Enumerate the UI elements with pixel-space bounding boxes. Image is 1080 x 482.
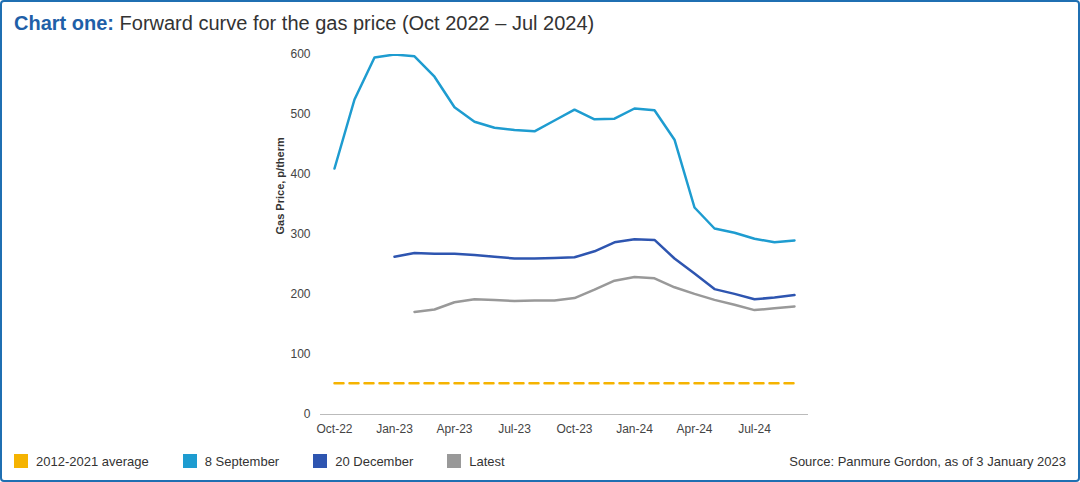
svg-text:Oct-22: Oct-22: [316, 422, 352, 436]
svg-text:Jul-24: Jul-24: [738, 422, 771, 436]
html-text:Chart one: Forward curve for t: Chart one: Forward curve for the gas pri…: [14, 12, 595, 34]
html-text:20 December: 20 December: [335, 453, 414, 469]
html-text:Source: Panmure Gordon, as of: Source: Panmure Gordon, as of 3 January …: [789, 453, 1066, 469]
html-text:8 September: 8 September: [204, 453, 280, 469]
svg-text:400: 400: [290, 167, 310, 181]
svg-text:500: 500: [290, 107, 310, 121]
svg-text:Apr-24: Apr-24: [676, 422, 712, 436]
html-text:2012-2021 average: 2012-2021 average: [36, 453, 149, 469]
svg-text:100: 100: [290, 347, 310, 361]
html-text:Latest: Latest: [469, 453, 505, 469]
svg-text:600: 600: [290, 47, 310, 61]
svg-text:Oct-23: Oct-23: [556, 422, 592, 436]
svg-text:200: 200: [290, 287, 310, 301]
svg-text:Jul-23: Jul-23: [498, 422, 531, 436]
svg-text:300: 300: [290, 227, 310, 241]
svg-text:Jan-23: Jan-23: [376, 422, 413, 436]
svg-text:Jan-24: Jan-24: [616, 422, 653, 436]
svg-text:Apr-23: Apr-23: [436, 422, 472, 436]
svg-text:Gas Price, p/therm: Gas Price, p/therm: [274, 137, 286, 234]
svg-text:0: 0: [304, 407, 311, 421]
